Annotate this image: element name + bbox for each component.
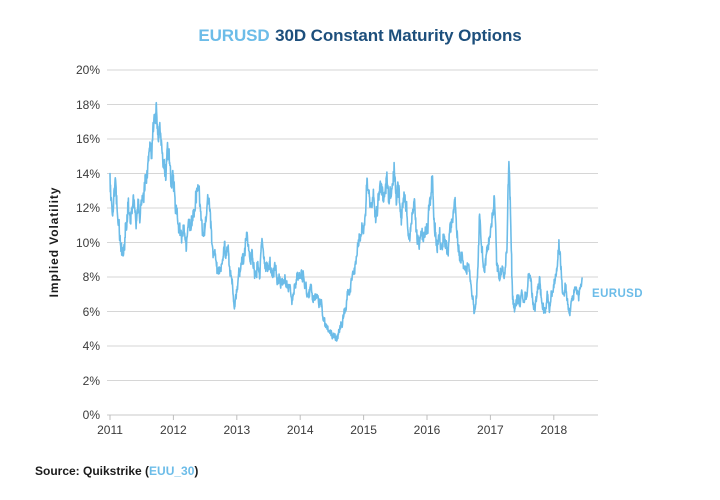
x-tick-label: 2015 (350, 423, 377, 437)
chart-title: EURUSD 30D Constant Maturity Options (0, 26, 720, 46)
chart-title-text: 30D Constant Maturity Options (275, 26, 522, 45)
x-tick-label: 2011 (97, 423, 123, 437)
y-tick-label: 18% (75, 97, 100, 112)
x-tick-label: 2016 (413, 423, 441, 437)
eurusd-volatility-line (109, 101, 583, 342)
y-tick-label: 0% (82, 408, 100, 422)
y-tick-label: 6% (82, 304, 100, 319)
y-tick-label: 14% (75, 166, 100, 181)
y-tick-label: 20% (75, 63, 100, 77)
y-tick-label: 4% (82, 339, 100, 353)
x-tick-label: 2018 (540, 423, 568, 437)
source-suffix: ) (194, 464, 199, 478)
y-tick-label: 16% (75, 132, 100, 146)
chart-title-symbol: EURUSD (198, 26, 270, 45)
series-label-eurusd: EURUSD (592, 288, 643, 300)
y-tick-label: 10% (75, 235, 100, 250)
y-tick-label: 8% (82, 270, 100, 284)
x-tick-label: 2017 (477, 423, 504, 437)
x-tick-label: 2012 (160, 423, 187, 437)
x-tick-label: 2014 (286, 423, 314, 437)
y-tick-label: 12% (75, 201, 100, 215)
x-tick-label: 2013 (223, 423, 251, 437)
y-tick-label: 2% (82, 373, 100, 388)
source-prefix: Source: Quikstrike ( (35, 464, 150, 478)
source-link[interactable]: EUU_30 (149, 464, 195, 478)
source-note: Source: Quikstrike (EUU_30) (35, 464, 198, 478)
